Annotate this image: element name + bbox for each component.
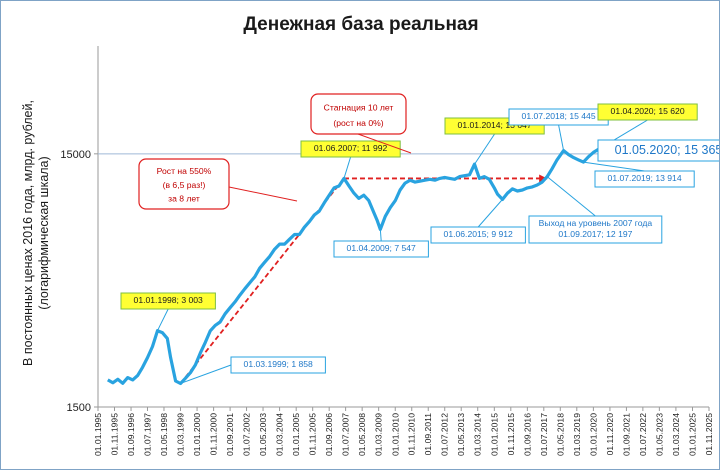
callout-label-c11: Выход на уровень 2007 года (539, 218, 653, 228)
callout-leader-c11 (546, 176, 596, 217)
x-tick-label: 01.05.2008 (357, 413, 367, 456)
x-tick-label: 01.09.1996 (126, 413, 136, 456)
callout-box-c4 (333, 240, 429, 258)
y-axis-label-line-1: В постоянных ценах 2016 года, млрд. рубл… (21, 100, 35, 366)
x-tick-label: 01.09.2006 (324, 413, 334, 456)
x-tick-label: 01.01.1995 (93, 413, 103, 456)
note-box-n2 (310, 93, 407, 135)
callout-box-c2 (230, 356, 326, 374)
callout-box-c9 (594, 170, 695, 188)
x-tick-label: 01.05.1998 (159, 413, 169, 456)
x-tick-label: 01.11.2010 (407, 413, 417, 456)
callout-label-c7: 01.07.2018; 15 445 (522, 111, 596, 121)
note-label-n1: (в 6,5 раз!) (163, 180, 206, 190)
callout-leader-c6 (477, 199, 503, 228)
x-tick-label: 01.01.2015 (489, 413, 499, 456)
callout-label-c8: 01.04.2020; 15 620 (611, 106, 685, 116)
x-tick-label: 01.11.2015 (506, 413, 516, 456)
x-tick-label: 01.11.2005 (308, 413, 318, 456)
y-tick-label: 15000 (60, 149, 91, 161)
callout-box-c6 (430, 226, 526, 244)
x-tick-label: 01.01.2025 (688, 413, 698, 456)
y-axis-label: В постоянных ценах 2016 года, млрд. рубл… (21, 100, 51, 366)
callout-box-c8 (597, 103, 698, 121)
callout-label-c1: 01.01.1998; 3 003 (134, 295, 204, 305)
callout-leader-c2 (180, 364, 232, 384)
callout-leader-c9 (583, 161, 645, 172)
x-tick-label: 01.09.2011 (423, 413, 433, 456)
callout-label-c4: 01.04.2009; 7 547 (347, 243, 417, 253)
note-label-n2: (рост на 0%) (333, 118, 383, 128)
x-tick-label: 01.03.2004 (275, 413, 285, 456)
note-label-n1: за 8 лет (168, 194, 200, 204)
x-tick-label: 01.01.2020 (588, 413, 598, 456)
x-tick-label: 01.03.2019 (572, 413, 582, 456)
x-tick-label: 01.11.2000 (209, 413, 219, 456)
callout-label-c11: 01.09.2017; 12 197 (558, 229, 632, 239)
y-tick-label: 1500 (67, 402, 91, 414)
x-tick-label: 01.05.2023 (654, 413, 664, 456)
callout-leader-c3 (343, 156, 352, 179)
x-tick-label: 01.07.2012 (440, 413, 450, 456)
x-tick-label: 01.03.2009 (374, 413, 384, 456)
trend-arrowhead (539, 174, 548, 183)
x-tick-label: 01.01.2010 (390, 413, 400, 456)
x-tick-label: 01.11.1995 (109, 413, 119, 456)
x-tick-label: 01.03.2024 (671, 413, 681, 456)
note-box-n1 (138, 158, 230, 210)
y-axis-label-line-2: (логарифмическая шкала) (37, 156, 51, 309)
note-label-n1: Рост на 550% (157, 166, 212, 176)
x-tick-label: 01.05.2013 (456, 413, 466, 456)
callout-leader-c4 (379, 229, 382, 242)
x-tick-label: 01.07.2002 (242, 413, 252, 456)
callout-box-c10 (597, 139, 719, 162)
x-tick-label: 01.07.2022 (638, 413, 648, 456)
callout-leader-c5 (474, 133, 496, 165)
x-tick-label: 01.11.2025 (704, 413, 714, 456)
chart-title: Денежная база реальная (243, 14, 478, 35)
x-tick-label: 01.09.2016 (522, 413, 532, 456)
series-line (106, 147, 602, 386)
callout-label-c10: 01.05.2020; 15 365 (615, 143, 719, 157)
x-tick-label: 01.07.2007 (341, 413, 351, 456)
x-tick-label: 01.03.2014 (473, 413, 483, 456)
x-tick-label: 01.05.2003 (258, 413, 268, 456)
x-tick-label: 01.11.2020 (605, 413, 615, 456)
callout-leader-c1 (157, 308, 169, 331)
callout-box-c1 (120, 292, 216, 310)
note-leader-n1 (228, 186, 298, 202)
callout-box-c11 (528, 215, 663, 244)
x-tick-label: 01.01.2005 (291, 413, 301, 456)
x-tick-label: 01.03.1999 (175, 413, 185, 456)
callout-label-c3: 01.06.2007; 11 992 (314, 143, 388, 153)
note-leader-n2 (357, 133, 412, 154)
callout-label-c2: 01.03.1999; 1 858 (244, 359, 314, 369)
callout-leader-c7 (558, 124, 565, 151)
callout-label-c6: 01.06.2015; 9 912 (444, 229, 514, 239)
x-tick-label: 01.05.2018 (555, 413, 565, 456)
callout-label-c9: 01.07.2019; 13 914 (608, 173, 682, 183)
x-tick-label: 01.09.2021 (621, 413, 631, 456)
x-tick-label: 01.01.2000 (192, 413, 202, 456)
x-tick-label: 01.09.2001 (225, 413, 235, 456)
callout-label-c5: 01.01.2014; 13 647 (458, 120, 532, 130)
note-label-n2: Стагнация 10 лет (324, 102, 394, 112)
x-tick-label: 01.07.1997 (142, 413, 152, 456)
x-tick-label: 01.07.2017 (539, 413, 549, 456)
